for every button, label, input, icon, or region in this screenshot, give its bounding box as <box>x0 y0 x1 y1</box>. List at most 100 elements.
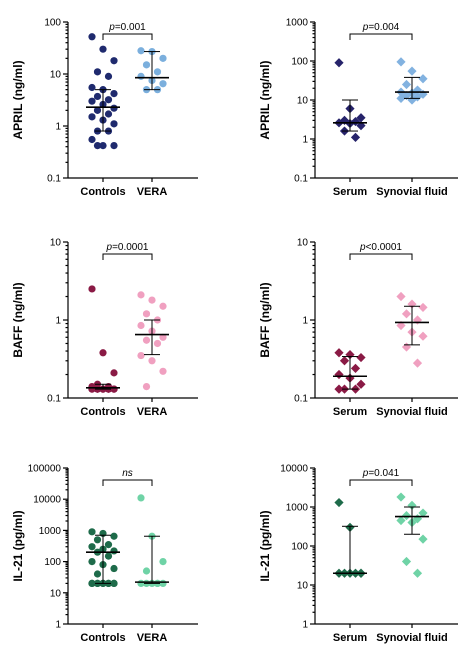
data-point <box>104 110 113 118</box>
data-point <box>137 72 145 80</box>
data-point <box>93 68 102 76</box>
y-tick-label: 1 <box>55 316 61 327</box>
y-tick-label: 10 <box>297 581 309 592</box>
data-point <box>104 72 113 80</box>
data-point <box>159 302 167 310</box>
data-point <box>401 309 412 319</box>
data-point <box>159 367 167 375</box>
data-point <box>339 356 350 366</box>
data-point <box>93 570 102 578</box>
significance-bracket <box>102 253 153 260</box>
data-point <box>142 61 151 69</box>
data-point <box>104 552 113 560</box>
data-point <box>418 302 428 313</box>
y-tick-label: 1000 <box>286 18 309 29</box>
category-label: Serum <box>333 632 367 644</box>
data-point <box>137 291 145 299</box>
y-tick-label: 0.1 <box>294 394 308 405</box>
p-symbol: p <box>359 242 366 253</box>
p-symbol: p <box>362 22 369 33</box>
data-point <box>110 369 118 377</box>
data-point <box>401 79 412 90</box>
data-point <box>159 80 167 88</box>
p-value-label: p=0.001 <box>108 22 146 33</box>
category-label: Serum <box>333 186 367 198</box>
data-point <box>407 500 417 510</box>
data-point <box>93 92 102 101</box>
data-point <box>334 384 344 394</box>
data-point <box>412 358 423 368</box>
data-point <box>401 556 412 567</box>
chart-panel-3: 0.1 1 10 BAFF (ng/ml) Controls VERA p=0.0001 <box>11 238 198 418</box>
y-axis-label: BAFF (ng/ml) <box>258 282 272 357</box>
significance-bracket <box>349 253 413 260</box>
y-tick-label: 1 <box>302 620 308 631</box>
y-tick-label: 1 <box>55 620 61 631</box>
data-point <box>99 141 107 150</box>
data-point <box>396 515 406 526</box>
significance-bracket <box>349 33 413 40</box>
data-point <box>137 321 145 330</box>
data-point <box>88 543 96 551</box>
significance-bracket <box>102 479 153 486</box>
data-point <box>88 135 96 144</box>
p-symbol: p <box>108 22 115 33</box>
data-point <box>88 285 96 293</box>
category-label: Controls <box>80 406 125 418</box>
y-tick-label: 100 <box>44 557 61 568</box>
p-value: =0.004 <box>368 22 399 33</box>
data-point <box>110 104 118 112</box>
y-tick-label: 10 <box>50 588 62 599</box>
y-tick-label: 100000 <box>28 464 62 475</box>
data-point <box>350 363 361 373</box>
p-value-label: p<0.0001 <box>359 242 402 253</box>
data-point <box>153 339 162 348</box>
data-point <box>137 47 145 55</box>
p-symbol: p <box>106 242 113 253</box>
p-value: =0.041 <box>368 468 399 479</box>
data-point <box>401 511 412 521</box>
chart-panel-5: 1 10 100 1000 10000 100000 IL-21 (pg/ml) Contro… <box>11 464 198 644</box>
data-point <box>401 342 412 352</box>
data-point <box>88 528 96 536</box>
y-tick-label: 1 <box>302 316 308 327</box>
y-axis-label: IL-21 (pg/ml) <box>258 510 272 581</box>
data-point <box>148 357 156 365</box>
data-point <box>110 141 118 150</box>
data-point <box>88 558 96 566</box>
p-value-label: p=0.0001 <box>106 242 149 253</box>
p-symbol: p <box>362 468 369 479</box>
chart-panel-1: 0.1 1 10 100 APRIL (ng/ml) Controls VERA p=0.00… <box>11 18 198 198</box>
chart-panel-6: 1 10 100 1000 10000 IL-21 (pg/ml) Serum Synovia… <box>258 464 458 644</box>
y-tick-label: 10000 <box>280 464 308 475</box>
p-value: =0.0001 <box>112 242 149 253</box>
data-point <box>110 57 118 65</box>
data-point <box>418 508 428 518</box>
p-value: =0.001 <box>115 22 146 33</box>
category-label: VERA <box>137 406 168 418</box>
data-point <box>93 141 102 150</box>
y-tick-label: 0.1 <box>47 394 61 405</box>
p-value-label: p=0.004 <box>362 22 400 33</box>
y-tick-label: 0.1 <box>294 174 308 185</box>
chart-panel-4: 0.1 1 10 BAFF (ng/ml) Serum Synovial fluid p<0… <box>258 238 458 418</box>
data-point <box>356 379 366 389</box>
data-point <box>142 310 151 318</box>
data-point <box>153 68 162 76</box>
data-point <box>88 97 96 105</box>
data-point <box>88 579 96 588</box>
data-point <box>93 536 102 544</box>
category-label: VERA <box>137 186 168 198</box>
data-point <box>104 541 113 549</box>
data-point <box>407 66 417 76</box>
data-point <box>418 534 428 544</box>
data-point <box>110 89 118 98</box>
y-tick-label: 100 <box>44 18 61 29</box>
y-tick-label: 10 <box>297 238 309 249</box>
data-point <box>99 45 107 53</box>
data-point <box>396 291 406 302</box>
data-point <box>407 95 417 105</box>
y-tick-label: 10000 <box>33 495 61 506</box>
y-tick-label: 1 <box>302 135 308 146</box>
y-tick-label: 100 <box>291 57 308 68</box>
